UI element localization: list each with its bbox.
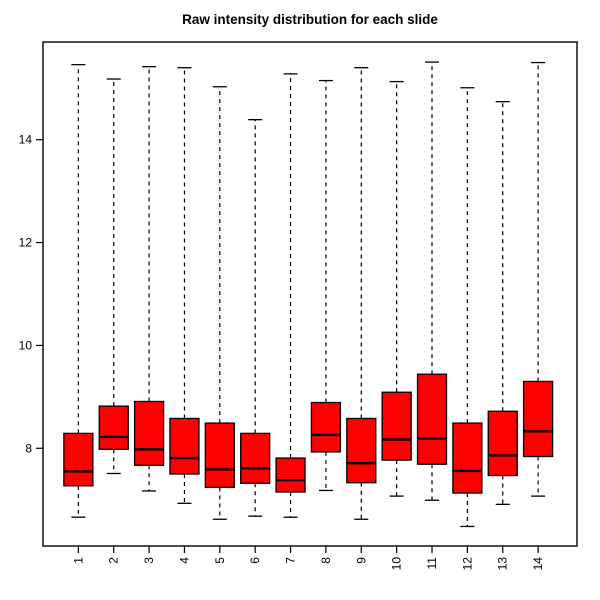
iqr-box [63, 432, 94, 487]
boxplot-slide-6 [240, 119, 271, 517]
x-tick-label: 8 [319, 557, 333, 564]
y-axis: 8 10 12 14 [19, 133, 43, 455]
boxplot-slide-11 [416, 61, 448, 501]
iqr-box [169, 417, 200, 475]
y-tick-label: 14 [19, 133, 33, 147]
x-tick-label: 4 [177, 557, 191, 564]
x-tick-label: 11 [425, 557, 439, 570]
iqr-box [98, 405, 129, 450]
x-tick-label: 6 [248, 557, 262, 564]
x-tick-label: 7 [284, 557, 298, 564]
plot-frame [42, 41, 578, 547]
iqr-box [133, 400, 165, 466]
iqr-box [275, 457, 306, 493]
y-tick-label: 10 [19, 338, 33, 352]
boxplot-slide-4 [169, 67, 200, 504]
boxplot-slide-8 [310, 79, 342, 492]
x-tick-label: 13 [496, 557, 510, 571]
y-tick-label: 12 [19, 236, 33, 250]
iqr-box [522, 380, 554, 458]
iqr-box [310, 401, 342, 453]
chart-title: Raw intensity distribution for each slid… [182, 12, 438, 27]
boxplot-slide-3 [133, 66, 165, 492]
x-axis: 1 2 3 4 5 6 7 8 9 10 11 12 13 14 [71, 546, 545, 570]
x-tick-label: 10 [390, 557, 404, 571]
boxplot-slide-5 [204, 86, 235, 520]
boxplot-slide-10 [381, 80, 412, 497]
boxplot-slide-7 [275, 73, 306, 518]
iqr-box [346, 417, 377, 484]
boxplot-slide-1 [63, 63, 94, 518]
x-tick-label: 1 [71, 557, 85, 564]
boxplot-slide-14 [522, 61, 554, 497]
iqr-box [416, 373, 448, 465]
boxplot-slide-12 [452, 87, 483, 528]
x-tick-label: 9 [354, 557, 368, 564]
y-tick-label: 8 [25, 441, 32, 455]
boxplot-slide-2 [98, 78, 129, 475]
boxplot-slide-13 [487, 101, 518, 505]
iqr-box [240, 432, 271, 484]
iqr-box [487, 410, 518, 477]
x-tick-label: 2 [107, 557, 121, 564]
iqr-box [381, 391, 412, 461]
iqr-box [452, 422, 483, 494]
iqr-box [204, 422, 235, 489]
x-tick-label: 14 [531, 557, 545, 571]
x-tick-label: 12 [460, 557, 474, 571]
x-tick-label: 3 [142, 557, 156, 564]
x-tick-label: 5 [213, 557, 227, 564]
boxplot-slide-9 [346, 67, 377, 520]
